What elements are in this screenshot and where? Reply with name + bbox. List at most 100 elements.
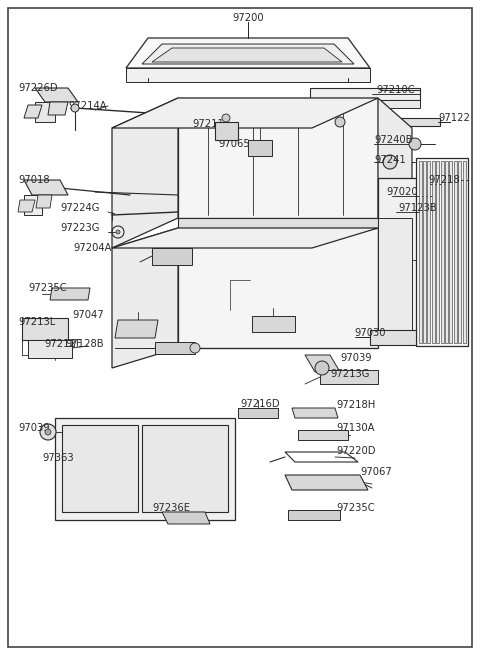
Circle shape: [71, 104, 79, 112]
Bar: [423, 161, 426, 343]
Text: 97130A: 97130A: [336, 423, 374, 433]
Text: 97212F: 97212F: [44, 339, 82, 349]
Polygon shape: [178, 218, 378, 228]
Text: 97067: 97067: [360, 467, 392, 477]
Text: 97218H: 97218H: [336, 400, 375, 410]
Polygon shape: [298, 430, 348, 440]
Text: 97240B: 97240B: [374, 135, 412, 145]
Text: 97226D: 97226D: [18, 83, 58, 93]
Text: 97020: 97020: [386, 187, 418, 197]
Polygon shape: [348, 68, 370, 78]
Bar: [432, 161, 435, 343]
Text: 97128B: 97128B: [65, 339, 104, 349]
Text: 97122: 97122: [438, 113, 470, 123]
Text: 97047: 97047: [72, 310, 104, 320]
Text: 97039: 97039: [340, 353, 372, 363]
Polygon shape: [305, 355, 340, 372]
Text: 97018: 97018: [18, 175, 49, 185]
Text: 97123B: 97123B: [398, 203, 437, 213]
Polygon shape: [112, 98, 378, 128]
Polygon shape: [178, 98, 378, 218]
Circle shape: [116, 230, 120, 234]
Bar: [416, 158, 468, 346]
Text: 97210C: 97210C: [376, 85, 415, 95]
Bar: [427, 161, 430, 343]
Polygon shape: [36, 195, 52, 208]
Polygon shape: [238, 408, 278, 418]
Polygon shape: [18, 200, 35, 212]
Polygon shape: [115, 320, 158, 338]
Polygon shape: [126, 68, 148, 78]
Text: 97065: 97065: [218, 139, 250, 149]
Circle shape: [315, 361, 329, 375]
Polygon shape: [126, 38, 370, 68]
Text: 97223G: 97223G: [60, 223, 99, 233]
Polygon shape: [112, 98, 178, 248]
Polygon shape: [248, 140, 272, 156]
Bar: [419, 161, 421, 343]
Polygon shape: [28, 340, 72, 358]
Bar: [449, 161, 452, 343]
Polygon shape: [112, 228, 178, 368]
Polygon shape: [378, 178, 430, 340]
Text: 97241: 97241: [374, 155, 406, 165]
Polygon shape: [126, 68, 370, 82]
Text: 97216D: 97216D: [240, 399, 280, 409]
Polygon shape: [142, 44, 354, 64]
Text: 97039: 97039: [18, 423, 49, 433]
Text: 97213L: 97213L: [18, 317, 55, 327]
Circle shape: [40, 424, 56, 440]
Polygon shape: [35, 88, 78, 102]
Circle shape: [135, 325, 145, 335]
Polygon shape: [310, 100, 420, 108]
Text: 97204A: 97204A: [73, 243, 112, 253]
Polygon shape: [292, 408, 338, 418]
Text: 97218: 97218: [428, 175, 460, 185]
Polygon shape: [252, 316, 295, 332]
Polygon shape: [24, 105, 42, 118]
Bar: [463, 161, 466, 343]
Polygon shape: [162, 512, 210, 524]
Bar: [441, 161, 444, 343]
Polygon shape: [285, 475, 368, 490]
Polygon shape: [152, 48, 342, 62]
Polygon shape: [288, 510, 340, 520]
Text: 97363: 97363: [42, 453, 73, 463]
Circle shape: [409, 138, 421, 150]
Polygon shape: [35, 102, 55, 122]
Text: 97235C: 97235C: [336, 503, 374, 513]
Text: 97200: 97200: [232, 13, 264, 23]
Polygon shape: [152, 248, 192, 265]
Polygon shape: [340, 140, 415, 148]
Polygon shape: [340, 118, 440, 126]
Circle shape: [45, 429, 51, 435]
Circle shape: [190, 343, 200, 353]
Polygon shape: [112, 228, 378, 248]
Polygon shape: [320, 370, 378, 384]
Text: 97220D: 97220D: [336, 446, 375, 456]
Circle shape: [222, 114, 230, 122]
Polygon shape: [310, 88, 420, 100]
Polygon shape: [378, 218, 412, 340]
Polygon shape: [48, 102, 68, 115]
Polygon shape: [370, 330, 416, 345]
Bar: [436, 161, 439, 343]
Polygon shape: [62, 425, 138, 512]
Polygon shape: [24, 180, 68, 195]
Polygon shape: [408, 178, 434, 190]
Text: 97214A: 97214A: [68, 101, 107, 111]
Bar: [454, 161, 456, 343]
Polygon shape: [215, 122, 238, 140]
Polygon shape: [24, 195, 42, 215]
Polygon shape: [55, 418, 235, 520]
Polygon shape: [50, 288, 90, 300]
Polygon shape: [22, 318, 68, 340]
Polygon shape: [142, 425, 228, 512]
Circle shape: [335, 117, 345, 127]
Text: 97213G: 97213G: [330, 369, 370, 379]
Text: 97224G: 97224G: [60, 203, 99, 213]
Polygon shape: [155, 342, 195, 354]
Polygon shape: [178, 228, 378, 348]
Polygon shape: [378, 98, 412, 218]
Bar: [445, 161, 448, 343]
